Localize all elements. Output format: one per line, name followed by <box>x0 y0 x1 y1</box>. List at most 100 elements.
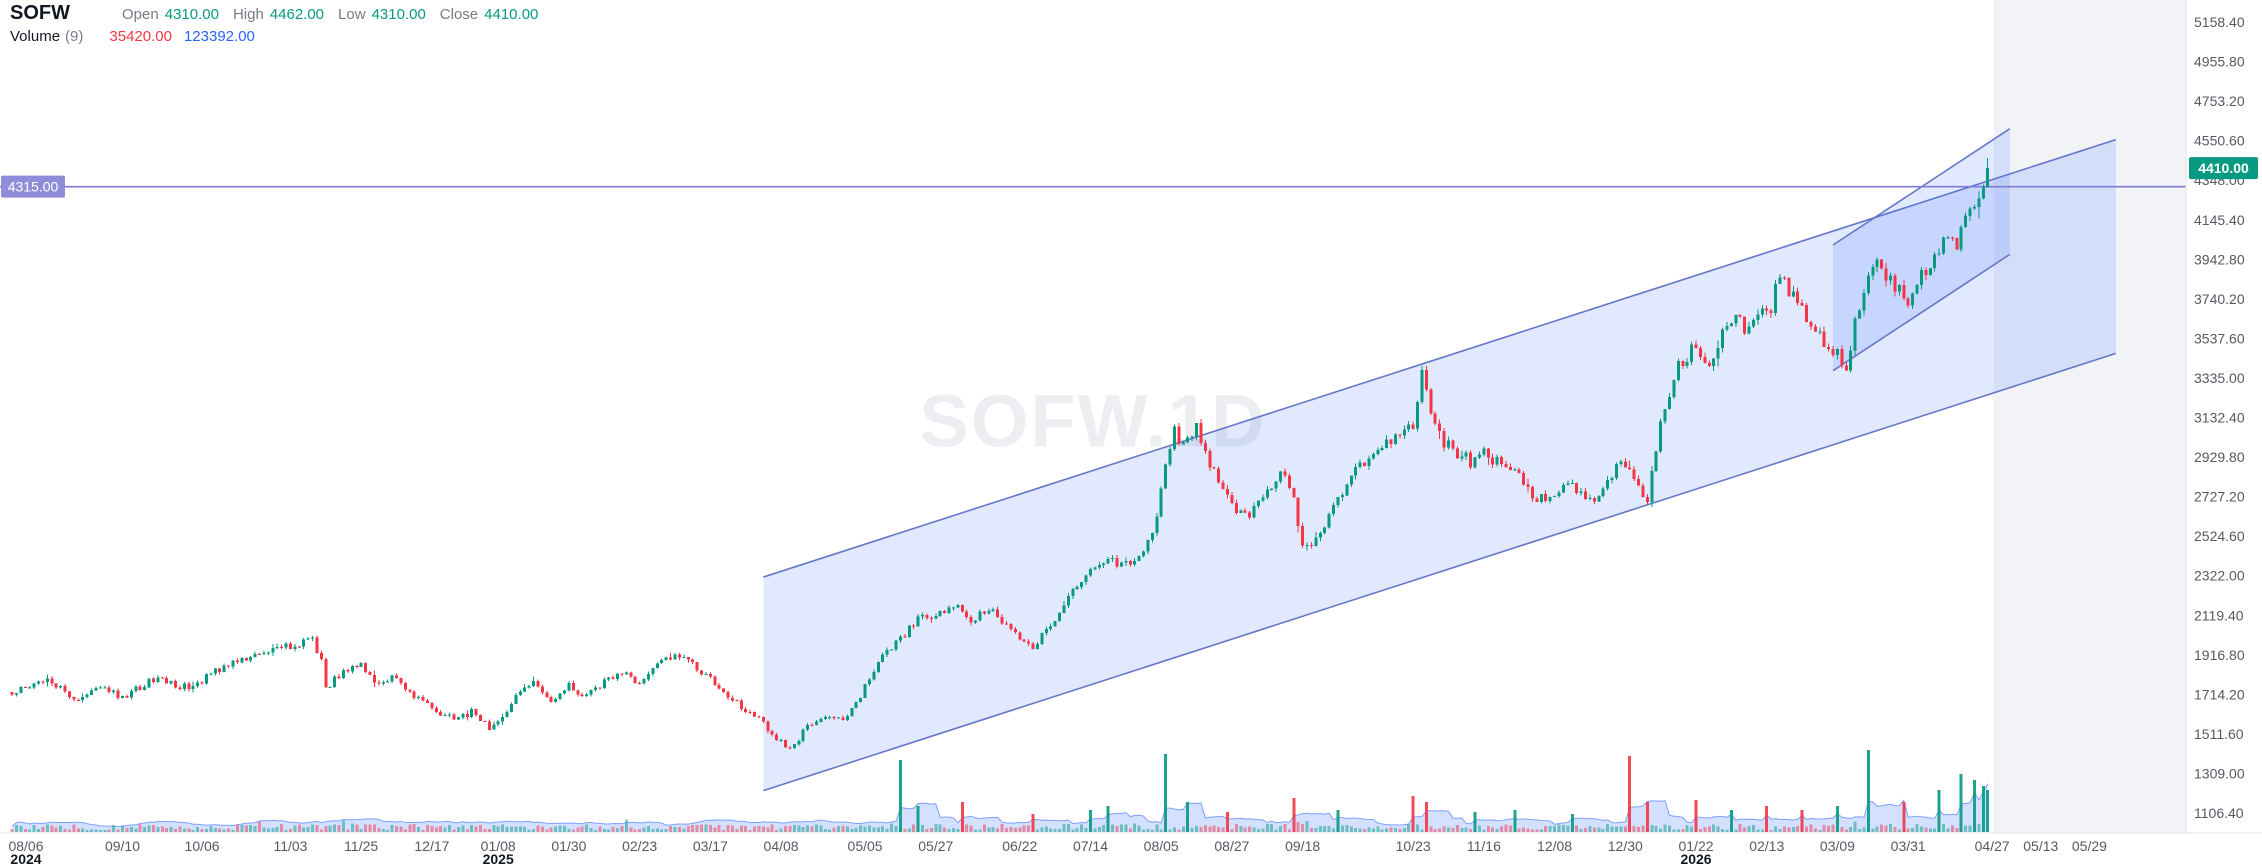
price-tick-label: 1714.20 <box>2194 686 2245 702</box>
candle <box>731 695 734 702</box>
candle <box>306 637 310 640</box>
candle <box>1672 379 1676 399</box>
candle <box>1902 279 1906 300</box>
candle <box>1703 352 1707 364</box>
candle <box>1265 486 1269 500</box>
candle <box>761 716 765 724</box>
candle <box>439 709 443 717</box>
candle <box>386 679 390 683</box>
candle <box>1199 418 1203 446</box>
candle <box>814 720 818 726</box>
candle <box>726 690 730 700</box>
candle <box>1822 326 1826 347</box>
candle <box>143 684 147 691</box>
candle <box>1221 480 1225 490</box>
candle <box>695 661 699 672</box>
candle <box>470 707 474 719</box>
candle <box>713 675 717 687</box>
candle <box>792 744 796 750</box>
candle <box>293 643 297 652</box>
candle <box>1460 450 1464 462</box>
candle <box>527 684 531 689</box>
candle <box>898 635 902 643</box>
candle <box>876 661 880 674</box>
candle <box>1654 450 1658 473</box>
candle <box>549 695 553 703</box>
channel-bottom-line[interactable] <box>763 352 2117 792</box>
candle <box>501 714 505 725</box>
candle <box>1712 358 1716 371</box>
candle <box>1818 327 1822 335</box>
price-tick-label: 4955.80 <box>2194 54 2245 70</box>
volume-indicator-label[interactable]: Volume <box>10 28 61 45</box>
candle <box>1455 446 1459 459</box>
watermark-text: SOFW.1D <box>919 380 1266 463</box>
candle <box>850 707 854 717</box>
candle <box>947 605 951 614</box>
candle <box>708 672 712 678</box>
candle <box>1287 473 1291 490</box>
candle <box>1610 476 1614 484</box>
candle <box>629 671 633 678</box>
candle <box>1296 497 1300 533</box>
candle <box>297 646 301 648</box>
candle <box>1955 237 1959 250</box>
candle <box>1862 288 1866 316</box>
candle <box>1119 561 1123 567</box>
time-tick-label: 02/23 <box>622 838 657 854</box>
candle <box>1416 400 1420 432</box>
candle <box>262 650 266 655</box>
candle <box>1928 267 1932 276</box>
candle <box>200 681 204 685</box>
candle <box>213 667 217 676</box>
candle <box>1707 360 1711 367</box>
candle <box>934 613 938 620</box>
candle <box>885 647 889 657</box>
candle <box>868 677 871 687</box>
price-tick-label: 1106.40 <box>2194 805 2244 821</box>
price-axis[interactable] <box>2186 0 2262 833</box>
candle <box>1173 424 1176 451</box>
candle <box>1186 435 1190 443</box>
volume-ma-area <box>11 783 1989 832</box>
channel-top-line[interactable] <box>763 138 2117 578</box>
candle <box>253 651 257 658</box>
candle <box>1716 340 1720 367</box>
candle <box>854 701 858 709</box>
candle <box>585 692 589 697</box>
candle <box>1367 455 1371 470</box>
candle <box>1906 297 1910 309</box>
candle <box>1805 303 1808 323</box>
parallel-channel-drawings[interactable] <box>763 127 2117 792</box>
candle <box>1584 488 1587 501</box>
candle <box>1027 638 1031 646</box>
candle <box>1676 358 1680 382</box>
candle <box>1248 511 1252 520</box>
candle <box>1884 263 1888 287</box>
symbol-name[interactable]: SOFW <box>10 2 70 24</box>
candle <box>576 689 580 697</box>
channel-fill[interactable] <box>763 139 2116 791</box>
candle <box>1760 305 1764 318</box>
time-tick-label: 07/14 <box>1073 838 1108 854</box>
candle <box>978 609 982 622</box>
candle <box>753 711 757 717</box>
channel-bottom-line[interactable] <box>1832 253 2011 372</box>
candle <box>1089 567 1092 578</box>
candle <box>611 675 615 680</box>
last-price-label: 4410.00 <box>2189 157 2258 180</box>
time-axis[interactable] <box>0 833 2262 865</box>
candle <box>1685 357 1689 369</box>
candle <box>205 673 208 685</box>
horizontal-line-price-label[interactable]: 4315.00 <box>1 175 65 198</box>
candle <box>412 689 416 700</box>
price-tick-label: 2119.40 <box>2194 607 2244 623</box>
candle <box>1738 313 1742 318</box>
price-tick-label: 2727.20 <box>2194 489 2245 505</box>
candle <box>642 677 646 685</box>
candle <box>1840 345 1844 369</box>
channel-fill[interactable] <box>1833 128 2010 371</box>
candle <box>1588 494 1592 501</box>
candle <box>1084 574 1088 585</box>
